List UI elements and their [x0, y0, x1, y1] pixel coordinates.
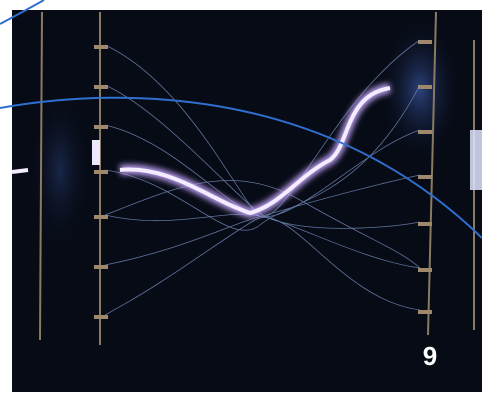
slide-number: 9: [423, 341, 437, 371]
spark-right: [470, 130, 482, 190]
arc: [119, 86, 391, 216]
spark: [92, 140, 100, 165]
photo: [11, 10, 482, 392]
posts: [39, 11, 475, 345]
arc-left: [11, 168, 29, 174]
decor-arcs: [0, 0, 482, 239]
electrodes: [94, 40, 432, 319]
